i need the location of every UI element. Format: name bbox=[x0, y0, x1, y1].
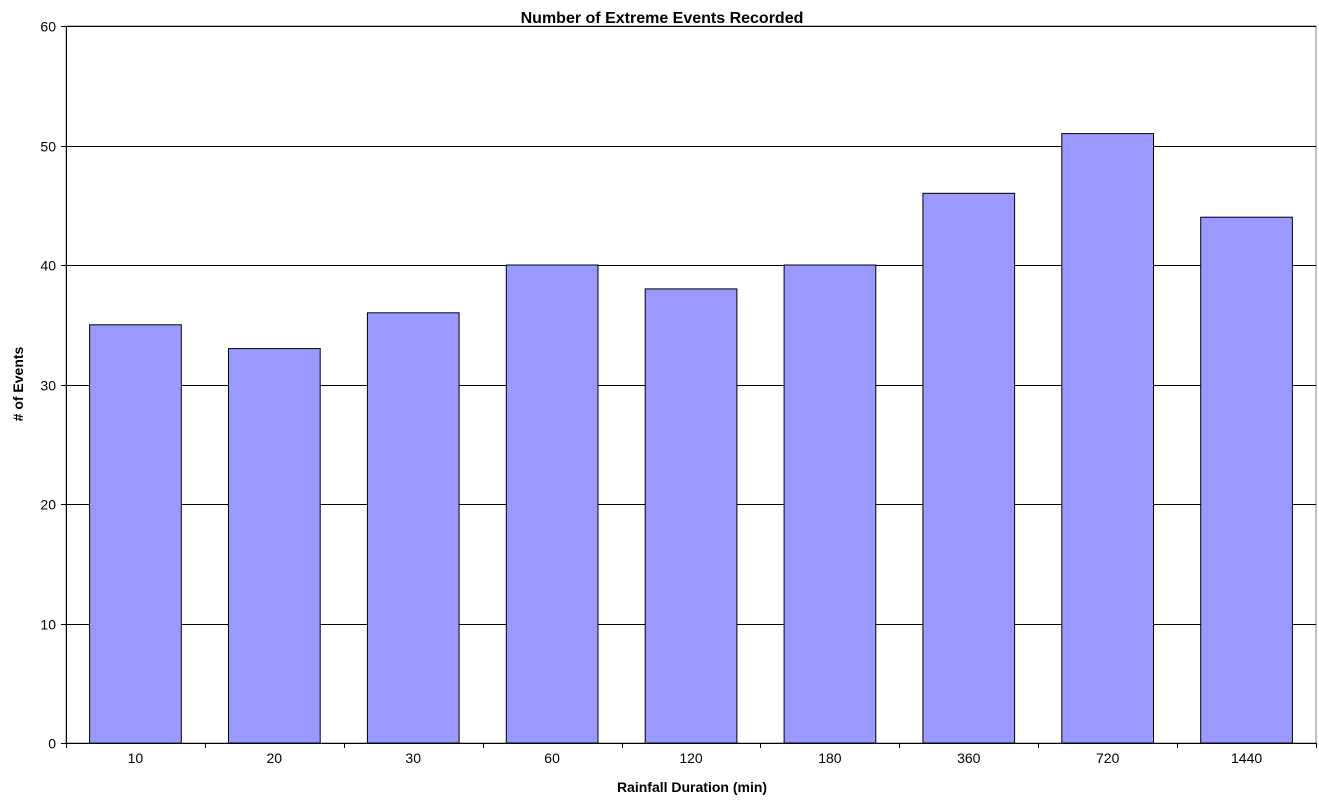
y-tick-label: 30 bbox=[40, 378, 56, 394]
y-tick-label: 40 bbox=[40, 258, 56, 274]
axes bbox=[61, 26, 1317, 748]
x-tick-label: 30 bbox=[405, 750, 421, 766]
bar bbox=[1200, 216, 1293, 744]
chart-title: Number of Extreme Events Recorded bbox=[521, 10, 804, 27]
y-tick-label: 10 bbox=[40, 617, 56, 633]
y-tick-label: 60 bbox=[40, 19, 56, 35]
bar bbox=[783, 264, 877, 744]
bar bbox=[922, 192, 1016, 744]
x-tick-label: 720 bbox=[1096, 750, 1120, 766]
x-tick-label: 1440 bbox=[1231, 750, 1262, 766]
x-tick-label: 60 bbox=[544, 750, 560, 766]
x-tick-label: 180 bbox=[818, 750, 842, 766]
bar bbox=[1061, 133, 1155, 744]
bars bbox=[89, 133, 1293, 744]
x-tick-labels: 10 20 30 60 120 180 360 720 1440 bbox=[128, 750, 1263, 766]
y-axis-label: # of Events bbox=[10, 346, 26, 421]
bar bbox=[644, 288, 738, 744]
y-tick-label: 0 bbox=[48, 736, 56, 752]
y-tick-labels: 0 10 20 30 40 50 60 bbox=[40, 19, 56, 752]
bar bbox=[505, 264, 599, 744]
x-tick-label: 360 bbox=[957, 750, 981, 766]
bar bbox=[89, 324, 182, 744]
bar bbox=[228, 348, 321, 744]
x-tick-label: 20 bbox=[267, 750, 283, 766]
y-tick-label: 20 bbox=[40, 497, 56, 513]
bar bbox=[366, 312, 460, 744]
y-tick-label: 50 bbox=[40, 139, 56, 155]
x-axis-label: Rainfall Duration (min) bbox=[617, 779, 767, 795]
x-tick-label: 10 bbox=[128, 750, 144, 766]
x-tick-label: 120 bbox=[679, 750, 703, 766]
